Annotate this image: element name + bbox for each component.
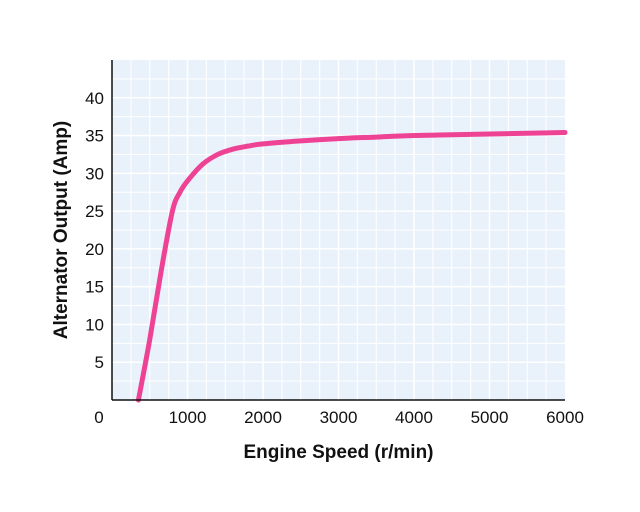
x-axis-title: Engine Speed (r/min) <box>243 442 433 463</box>
x-tick-label: 1000 <box>169 408 207 427</box>
grid-lines <box>112 60 565 400</box>
x-tick-label: 6000 <box>546 408 584 427</box>
series-line <box>135 130 568 403</box>
x-tick-label: 4000 <box>395 408 433 427</box>
x-tick-label: 2000 <box>244 408 282 427</box>
y-axis-title: Alternator Output (Amp) <box>51 121 72 339</box>
y-tick-label: 10 <box>85 315 104 334</box>
y-tick-label: 35 <box>85 127 104 146</box>
y-tick-label: 20 <box>85 240 104 259</box>
y-tick-label: 25 <box>85 202 104 221</box>
y-tick-label: 30 <box>85 164 104 183</box>
y-tick-label: 40 <box>85 89 104 108</box>
x-tick-label: 0 <box>94 408 103 427</box>
x-tick-label: 5000 <box>471 408 509 427</box>
y-tick-labels: 5 10 15 20 25 30 35 40 <box>85 89 104 372</box>
x-tick-label: 3000 <box>320 408 358 427</box>
x-tick-labels: 0 1000 2000 3000 4000 5000 6000 <box>94 408 584 427</box>
y-tick-label: 15 <box>85 278 104 297</box>
y-tick-label: 5 <box>95 353 104 372</box>
